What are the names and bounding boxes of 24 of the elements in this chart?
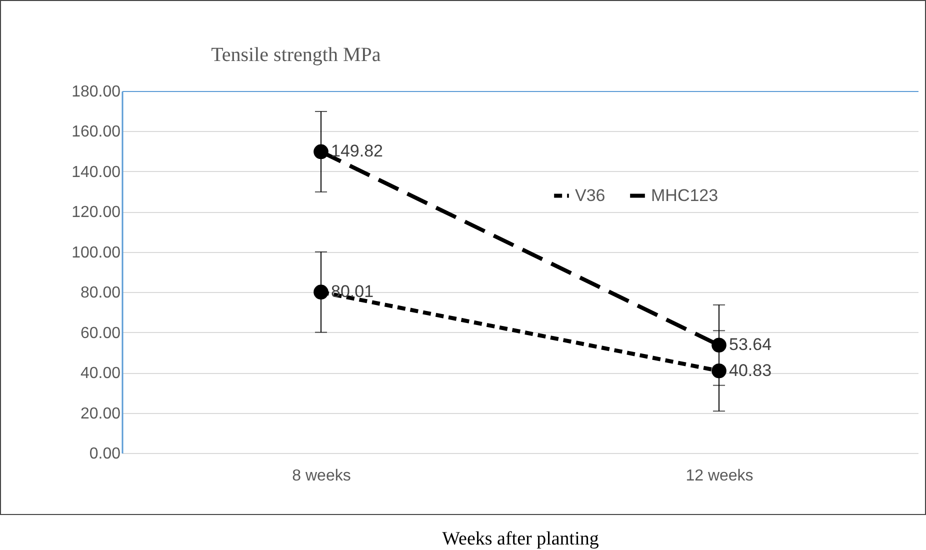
point bbox=[314, 284, 328, 300]
y-tick-label: 180.00 bbox=[72, 84, 121, 100]
y-tick-label: 140.00 bbox=[72, 164, 121, 181]
x-tick-label: 8 weeks bbox=[292, 468, 351, 484]
data-label: 149.82 bbox=[331, 142, 383, 161]
point bbox=[712, 338, 726, 353]
legend-label: V36 bbox=[575, 186, 606, 205]
point bbox=[712, 363, 726, 378]
x-tick-label: 12 weeks bbox=[686, 468, 754, 484]
y-tick-label: 120.00 bbox=[72, 204, 121, 222]
y-tick-label: 60.00 bbox=[80, 324, 121, 342]
y-tick-label: 0.00 bbox=[89, 446, 121, 462]
legend-label: MHC123 bbox=[651, 186, 718, 205]
point bbox=[314, 144, 328, 160]
y-tick-label: 80.00 bbox=[80, 284, 121, 302]
x-axis-title: Weeks after planting bbox=[442, 528, 600, 550]
data-label: 40.83 bbox=[729, 360, 772, 380]
data-label: 53.64 bbox=[729, 335, 772, 354]
y-tick-label: 160.00 bbox=[72, 124, 121, 141]
chart-title: Tensile strength MPa bbox=[211, 44, 381, 66]
y-tick-label: 100.00 bbox=[72, 244, 121, 262]
y-tick-label: 40.00 bbox=[80, 365, 121, 382]
data-label: 80.01 bbox=[331, 282, 374, 302]
y-tick-label: 20.00 bbox=[80, 405, 121, 422]
